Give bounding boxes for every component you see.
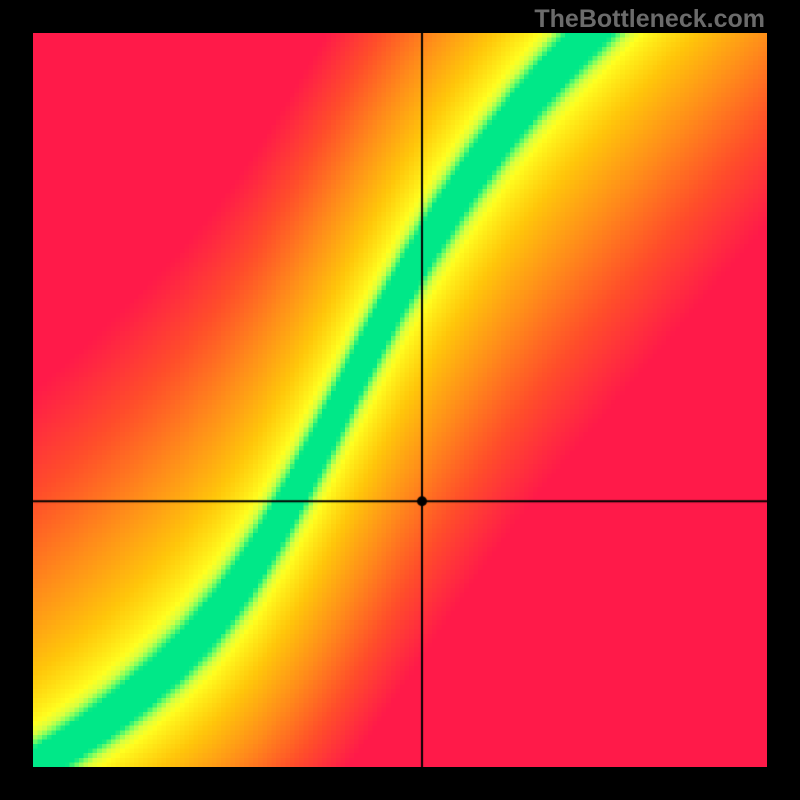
crosshair-overlay [33,33,767,767]
chart-container: TheBottleneck.com [0,0,800,800]
watermark-text: TheBottleneck.com [534,5,765,34]
